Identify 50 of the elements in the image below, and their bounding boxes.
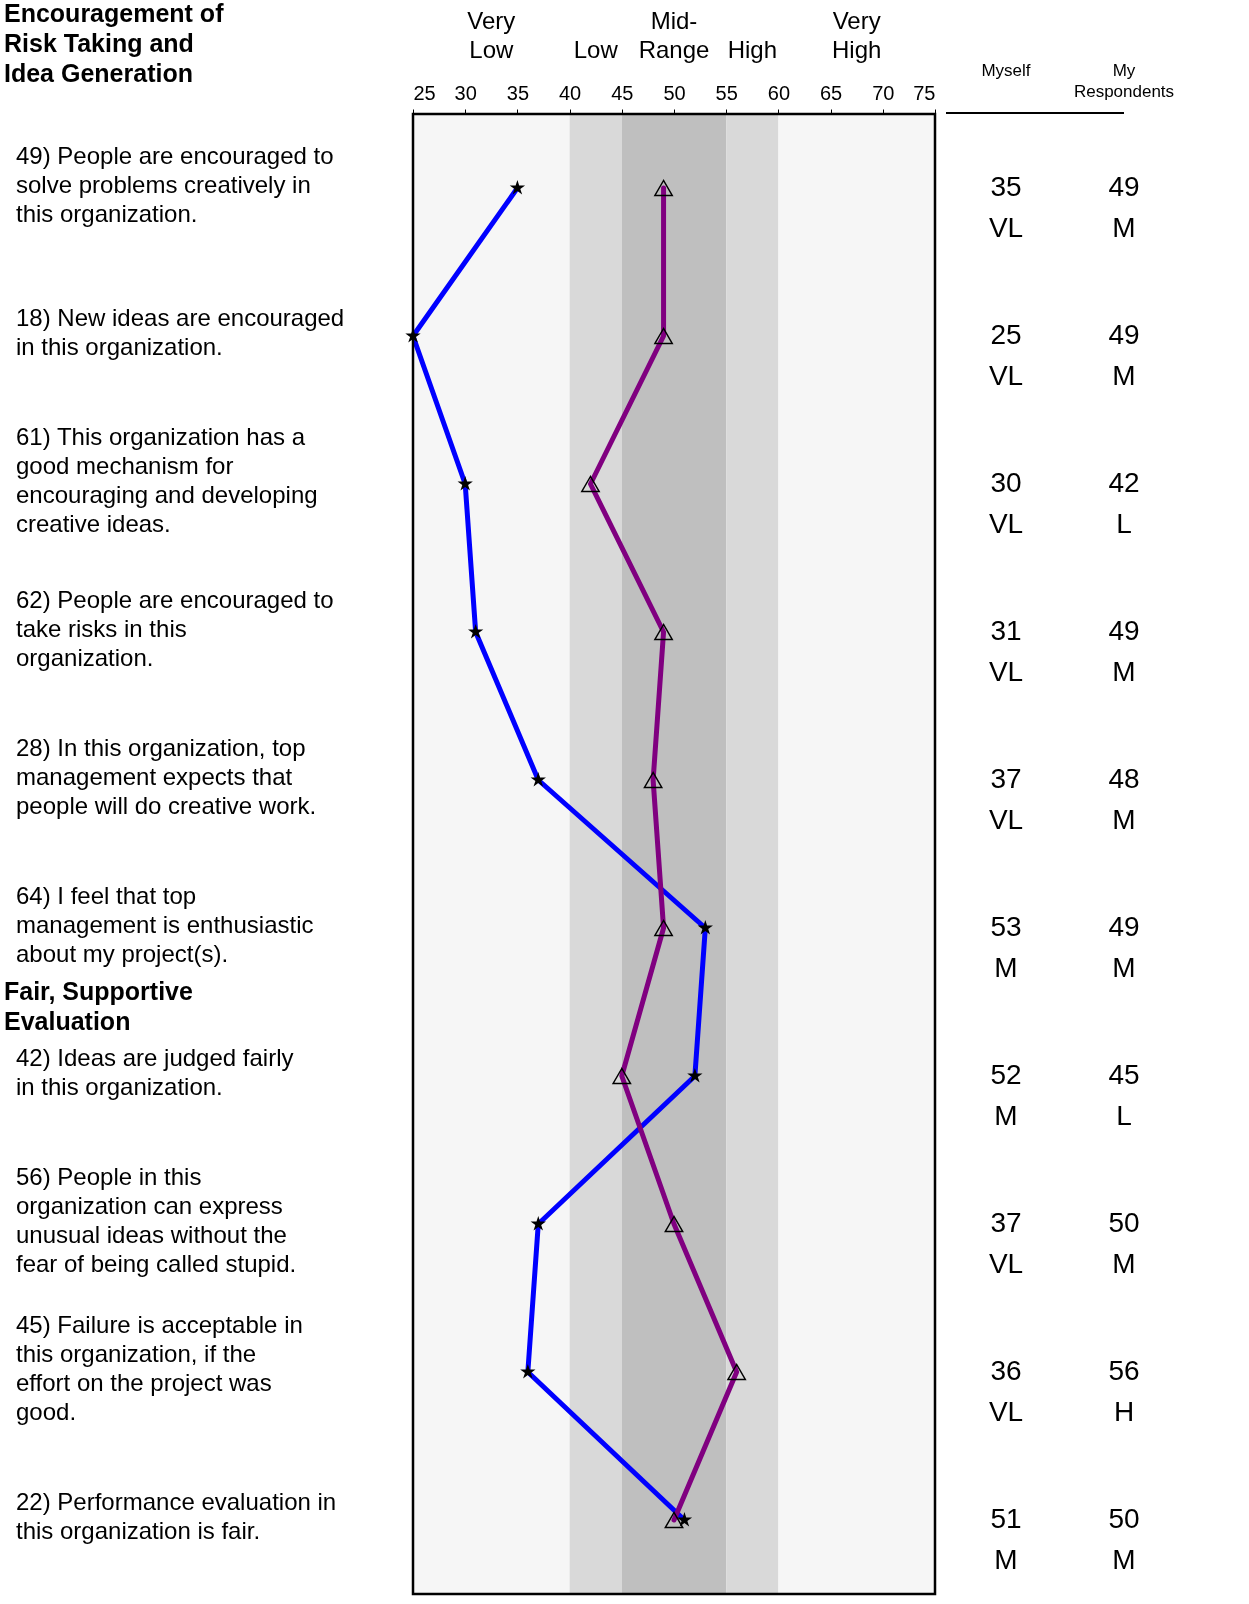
data-label: 50 M xyxy=(1108,1503,1140,1575)
data-label: 49 M xyxy=(1108,319,1140,391)
x-tick-label: 45 xyxy=(611,81,634,104)
data-label: 36 VL xyxy=(988,1355,1024,1427)
y-tick-label: 18) New ideas are encouraged in this organization. xyxy=(16,304,345,360)
band-label: Very High xyxy=(832,7,882,63)
y-tick-label: 61) This organization has a good mechanism for encouraging and developing creative ideas. xyxy=(16,423,318,537)
y-tick-label: 45) Failure is acceptable in this organization, if the effort on the project was good. xyxy=(16,1311,303,1425)
data-label: 31 VL xyxy=(988,615,1024,687)
y-tick-label: 22) Performance evaluation in this organization is fair. xyxy=(16,1488,337,1544)
text: Myself xyxy=(981,61,1031,80)
data-label: 52 M xyxy=(990,1059,1022,1131)
y-tick-label: 49) People are encouraged to solve problems creatively in this organization. xyxy=(16,141,334,227)
data-label: 37 VL xyxy=(988,763,1024,835)
data-label: 49 M xyxy=(1108,615,1140,687)
band-label: Very Low xyxy=(467,7,516,63)
x-tick-label: 75 xyxy=(913,81,936,104)
x-tick-label: 50 xyxy=(663,81,686,104)
y-tick-label: 56) People in this organization can express unusual ideas without the fear of being called stupid. xyxy=(16,1163,297,1277)
data-label: 35 VL xyxy=(988,171,1024,243)
data-label: 37 VL xyxy=(988,1207,1024,1279)
y-tick-label: 64) I feel that top management is enthusiastic about my project(s). xyxy=(16,881,314,967)
text: Fair, Supportive Evaluation xyxy=(4,977,194,1035)
data-label: 25 VL xyxy=(988,319,1024,391)
data-label: 30 VL xyxy=(988,467,1024,539)
data-label: 49 M xyxy=(1108,171,1140,243)
x-tick-label: 30 xyxy=(454,81,477,104)
band-label: Mid-Range xyxy=(638,7,710,63)
x-tick-label: 35 xyxy=(506,81,530,104)
text: Encouragement of Risk Taking and Idea Generation xyxy=(4,0,225,87)
data-label: 45 L xyxy=(1108,1059,1140,1131)
x-tick-label: 70 xyxy=(872,81,895,104)
y-tick-label: 28) In this organization, top management expects that people will do creative work. xyxy=(16,733,317,819)
x-tick-label: 60 xyxy=(767,81,791,104)
data-label: 50 M xyxy=(1108,1207,1140,1279)
y-tick-label: 42) Ideas are judged fairly in this organization. xyxy=(16,1044,294,1100)
x-tick-label: 25 xyxy=(413,81,436,104)
x-tick-label: 65 xyxy=(819,81,843,104)
text: My Respondents xyxy=(1073,61,1175,101)
x-tick-label: 55 xyxy=(715,81,738,104)
band-label: High xyxy=(727,36,777,63)
data-label: 42 L xyxy=(1108,467,1140,539)
data-label: 51 M xyxy=(990,1503,1022,1575)
data-label: 48 M xyxy=(1108,763,1140,835)
y-tick-label: 62) People are encouraged to take risks in this organization. xyxy=(16,585,334,671)
data-label: 49 M xyxy=(1108,911,1140,983)
data-label: 53 M xyxy=(990,911,1022,983)
data-label: 56 H xyxy=(1108,1355,1140,1427)
band-label: Low xyxy=(573,36,619,63)
x-tick-label: 40 xyxy=(558,81,582,104)
